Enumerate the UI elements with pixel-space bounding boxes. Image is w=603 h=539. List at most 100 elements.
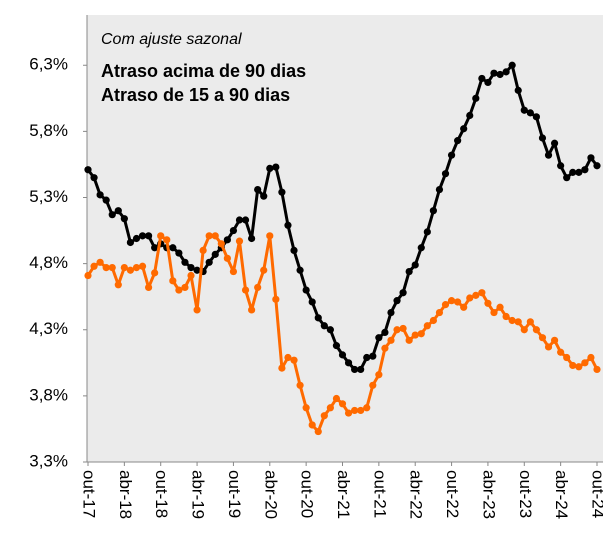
data-point — [375, 371, 383, 379]
x-tick-label: abr-23 — [479, 470, 498, 519]
data-point — [187, 271, 195, 280]
data-point — [290, 356, 298, 364]
data-point — [169, 277, 177, 285]
data-point — [175, 249, 183, 257]
data-point — [423, 228, 431, 236]
data-point — [417, 244, 425, 252]
data-point — [454, 298, 462, 306]
data-point — [357, 406, 365, 415]
data-point — [435, 308, 444, 317]
annotation: Com ajuste sazonal — [101, 31, 242, 48]
data-point — [466, 111, 474, 120]
data-point — [357, 365, 365, 374]
x-tick-label: abr-22 — [407, 470, 426, 519]
data-point — [138, 262, 147, 270]
data-point — [484, 299, 492, 307]
data-point — [575, 363, 583, 371]
data-point — [96, 258, 104, 266]
y-tick-label: 5,8% — [29, 121, 68, 140]
data-point — [205, 258, 213, 266]
y-tick-label: 4,3% — [29, 319, 68, 338]
data-point — [454, 137, 462, 145]
data-point — [193, 266, 201, 274]
data-point — [272, 163, 280, 171]
data-point — [369, 381, 377, 389]
data-point — [490, 69, 498, 77]
data-point — [478, 289, 486, 297]
data-point — [151, 269, 159, 277]
data-point — [266, 164, 274, 173]
y-tick-label: 6,3% — [29, 55, 68, 74]
data-point — [411, 331, 419, 339]
data-point — [550, 336, 559, 344]
data-point — [144, 283, 153, 292]
data-point — [108, 263, 116, 272]
data-point — [411, 261, 419, 269]
data-point — [381, 344, 389, 352]
data-point — [308, 298, 316, 306]
data-point — [320, 412, 328, 420]
data-point — [532, 326, 541, 334]
data-point — [151, 244, 159, 252]
x-tick-label: out-23 — [516, 470, 535, 518]
data-point — [520, 106, 528, 114]
data-point — [229, 267, 238, 276]
data-point — [429, 207, 437, 215]
data-point — [478, 74, 486, 83]
data-point — [526, 109, 534, 117]
data-point — [126, 266, 135, 274]
data-point — [466, 294, 474, 302]
data-point — [538, 334, 547, 342]
x-tick-label: out-22 — [443, 470, 462, 518]
data-point — [211, 232, 219, 240]
data-point — [557, 348, 565, 356]
data-point — [84, 166, 92, 174]
data-point — [296, 266, 304, 274]
data-point — [435, 185, 444, 194]
data-point — [338, 351, 347, 359]
data-point — [544, 151, 553, 159]
data-point — [132, 263, 141, 272]
data-point — [363, 404, 371, 412]
data-point — [508, 316, 516, 325]
legend-entry: Atraso de 15 a 90 dias — [101, 85, 290, 105]
data-point — [393, 297, 401, 305]
data-point — [508, 61, 516, 69]
data-point — [211, 250, 219, 258]
data-point — [223, 254, 231, 262]
data-point — [187, 263, 195, 272]
data-point — [84, 271, 92, 280]
data-point — [447, 151, 456, 159]
data-point — [399, 324, 407, 333]
data-point — [217, 240, 225, 248]
data-point — [399, 289, 407, 297]
data-point — [502, 312, 510, 321]
data-point — [587, 353, 595, 362]
data-point — [314, 427, 322, 436]
data-point — [114, 207, 122, 215]
x-tick-label: abr-24 — [552, 470, 571, 519]
x-tick-label: out-18 — [152, 470, 171, 518]
data-point — [241, 216, 250, 224]
data-point — [90, 174, 98, 182]
x-tick-label: out-17 — [80, 470, 99, 518]
data-point — [423, 322, 431, 330]
data-point — [569, 361, 577, 370]
data-point — [120, 215, 128, 223]
data-point — [138, 232, 147, 240]
data-point — [593, 365, 601, 374]
data-point — [169, 244, 177, 252]
data-point — [181, 283, 189, 292]
data-point — [460, 303, 468, 311]
data-point — [587, 154, 595, 162]
data-point — [381, 328, 389, 336]
y-tick-label: 5,3% — [29, 187, 68, 206]
data-point — [126, 238, 135, 247]
data-point — [302, 286, 310, 294]
data-point — [102, 263, 110, 272]
data-point — [248, 234, 256, 243]
data-point — [284, 353, 292, 362]
data-point — [520, 326, 528, 334]
y-tick-label: 4,8% — [29, 253, 68, 272]
data-point — [593, 162, 601, 170]
